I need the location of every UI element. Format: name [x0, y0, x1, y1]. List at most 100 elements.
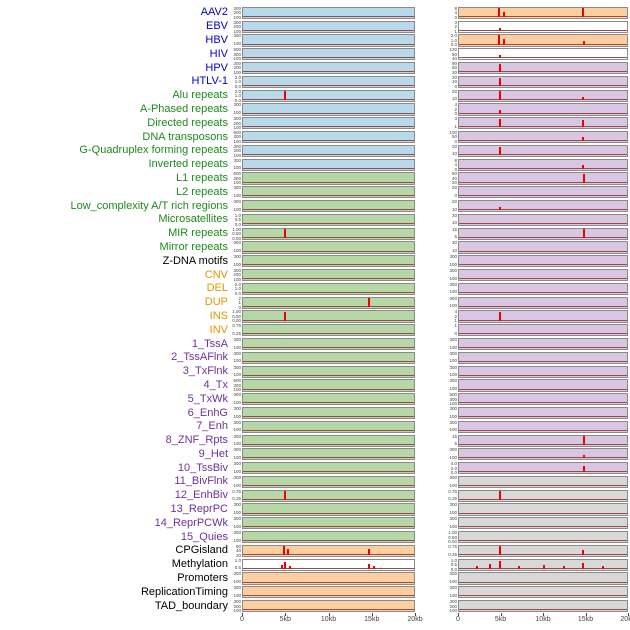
signal-baseline: [243, 236, 414, 238]
y-tick-label: 0.75: [232, 324, 241, 329]
y-tick-label: 2.0: [450, 465, 457, 471]
row-label: HIV: [209, 47, 228, 60]
y-tick-label: 0.50: [232, 231, 241, 237]
y-tick-label: 15: [451, 434, 457, 439]
y-tick-label: 100: [233, 276, 241, 282]
y-tick-label: 1.00: [232, 310, 241, 315]
y-tick-label: 300: [233, 351, 241, 356]
x-tick-label: 10kb: [320, 616, 337, 624]
row-label: L1 repeats: [176, 171, 228, 184]
signal-baseline: [243, 15, 414, 17]
y-tick-label: 300: [233, 34, 241, 39]
y-axis-ticks-left: 300 100: [228, 586, 242, 598]
y-tick-label: 1: [238, 300, 241, 306]
y-tick-label: 500: [233, 130, 241, 135]
y-tick-label: 100: [233, 110, 241, 116]
signal-spike: [284, 311, 287, 321]
signal-baseline: [459, 540, 627, 542]
y-tick-label: 20: [451, 75, 457, 80]
y-tick-label: 0.00: [448, 539, 457, 544]
y-axis-ticks-left: 300 100: [228, 34, 242, 46]
y-tick-label: 5: [454, 234, 457, 240]
row-label: 2_TssAFlnk: [171, 351, 228, 364]
signal-baseline: [243, 333, 414, 335]
y-axis-ticks-left: 2.0 1.0 0.0: [228, 283, 242, 295]
row-label: 6_EnhG: [187, 406, 228, 419]
track-panel-right: [458, 517, 628, 530]
y-tick-label: 50: [451, 134, 457, 140]
y-tick-label: 0.0: [450, 566, 457, 571]
row-label: INV: [209, 323, 228, 336]
signal-baseline: [459, 526, 627, 528]
signal-baseline: [243, 250, 414, 252]
track-panel-left: [242, 379, 415, 392]
y-tick-label: 300: [449, 572, 457, 577]
signal-baseline: [459, 84, 627, 86]
track-panel-right: [458, 434, 628, 447]
signal-baseline: [243, 98, 414, 100]
track-panel-right: [458, 406, 628, 420]
row-label: 7_Enh: [196, 420, 228, 433]
y-tick-label: 300: [449, 255, 457, 260]
y-tick-label: 300: [233, 448, 241, 453]
y-tick-label: 0: [454, 138, 457, 144]
y-tick-label: 100: [233, 180, 241, 185]
y-tick-label: 1.0: [234, 558, 241, 563]
track-panel-left: [242, 282, 415, 295]
row-label: 14_ReprPCWk: [154, 516, 228, 529]
y-axis-ticks-right: 20 10 0: [444, 76, 458, 88]
track-panel-right: [458, 489, 628, 502]
signal-baseline: [459, 250, 627, 252]
track-panel-right: [458, 420, 628, 433]
track-panel-left: [242, 406, 415, 420]
y-axis-ticks-left: 300 100: [228, 393, 242, 405]
signal-spike: [499, 560, 502, 569]
track-panel-left: [242, 531, 415, 544]
y-tick-label: 300: [233, 117, 241, 122]
signal-baseline: [243, 402, 414, 404]
track-panel-left: [242, 6, 415, 19]
y-tick-label: 0.0: [234, 221, 241, 226]
track-panel-left: [242, 475, 415, 489]
y-tick-label: 0.25: [448, 496, 457, 502]
y-tick-label: 10: [451, 151, 457, 157]
y-axis-ticks-left: 500 300 100: [228, 172, 242, 184]
y-tick-label: 1.0: [234, 79, 241, 85]
y-tick-label: 100: [233, 56, 241, 61]
signal-baseline: [459, 443, 627, 445]
signal-baseline: [243, 305, 414, 307]
track-row-7-enh: 7_Enh 300 100 300 100: [0, 420, 630, 434]
signal-baseline: [459, 43, 627, 45]
row-label: Alu repeats: [172, 89, 228, 102]
signal-baseline: [459, 167, 627, 169]
track-row-5-txwk: 5_TxWk 300 100 500 300 100: [0, 392, 630, 406]
signal-baseline: [459, 471, 627, 473]
signal-baseline: [459, 512, 627, 514]
y-tick-label: 0: [454, 330, 457, 336]
track-row-htlv-1: HTLV-1 2.0 1.0 0.0 20 10 0: [0, 75, 630, 89]
y-tick-label: 300: [449, 503, 457, 508]
x-tick-label: 15kb: [364, 616, 380, 624]
y-axis-ticks-right: 300 100: [444, 297, 458, 309]
y-tick-label: 100: [233, 387, 241, 392]
track-panel-left: [242, 517, 415, 530]
signal-baseline: [459, 195, 627, 197]
track-panel-left: [242, 241, 415, 254]
track-row-del: DEL 2.0 1.0 0.0 300 100: [0, 282, 630, 296]
signal-spike: [372, 566, 375, 569]
y-tick-label: 40: [451, 175, 457, 181]
signal-spike: [499, 546, 502, 556]
signal-baseline: [243, 112, 414, 114]
signal-spike: [367, 563, 370, 569]
signal-baseline: [243, 167, 414, 169]
y-tick-label: 2: [454, 24, 457, 30]
row-label: Methylation: [171, 558, 228, 571]
track-panel-left: [242, 199, 415, 213]
signal-spike: [367, 549, 370, 556]
y-tick-label: 20: [451, 180, 457, 185]
track-panel-right: [458, 475, 628, 489]
y-axis-ticks-right: 60 40 20: [444, 172, 458, 184]
y-axis-ticks-right: 4.0 2.0 0.0: [444, 462, 458, 474]
y-tick-label: 0.00: [232, 235, 241, 240]
